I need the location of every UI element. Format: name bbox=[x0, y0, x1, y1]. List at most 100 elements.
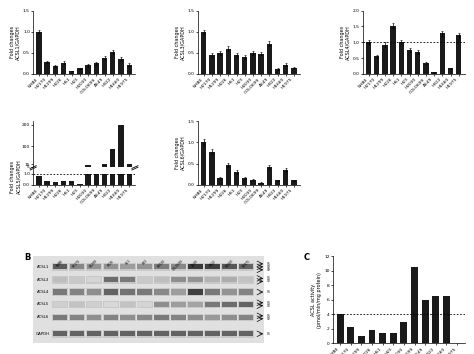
Bar bbox=[188, 315, 203, 320]
Bar bbox=[187, 330, 203, 337]
Bar bbox=[275, 181, 280, 185]
Bar bbox=[218, 53, 223, 74]
Bar bbox=[222, 315, 237, 320]
Bar bbox=[234, 172, 239, 185]
Bar bbox=[415, 52, 420, 74]
Bar bbox=[137, 331, 152, 336]
Bar bbox=[347, 327, 354, 343]
Bar bbox=[171, 263, 186, 270]
Bar bbox=[137, 276, 153, 284]
Bar bbox=[103, 276, 119, 284]
Bar bbox=[137, 301, 153, 308]
Bar bbox=[239, 302, 254, 307]
Bar bbox=[154, 315, 169, 320]
Bar bbox=[239, 290, 254, 295]
Bar bbox=[137, 264, 152, 269]
Text: H2030: H2030 bbox=[156, 259, 166, 269]
Bar bbox=[171, 330, 186, 337]
Bar bbox=[53, 277, 67, 282]
Text: V1: V1 bbox=[267, 332, 271, 336]
Bar bbox=[171, 277, 186, 282]
Bar bbox=[85, 174, 91, 185]
Text: H1975: H1975 bbox=[241, 259, 251, 269]
Bar bbox=[120, 263, 136, 270]
Bar bbox=[69, 314, 85, 321]
Bar bbox=[204, 289, 220, 296]
Bar bbox=[69, 71, 74, 74]
Bar bbox=[102, 58, 107, 74]
Text: ACSL1: ACSL1 bbox=[37, 265, 49, 269]
Bar bbox=[110, 174, 116, 185]
Text: V1: V1 bbox=[267, 262, 271, 266]
Bar bbox=[127, 174, 132, 185]
Bar bbox=[120, 315, 135, 320]
Bar bbox=[154, 330, 170, 337]
Bar bbox=[70, 290, 84, 295]
Bar bbox=[171, 315, 186, 320]
Bar bbox=[238, 263, 254, 270]
Bar bbox=[52, 276, 68, 284]
Bar bbox=[187, 301, 203, 308]
Bar bbox=[120, 264, 135, 269]
Bar bbox=[103, 289, 119, 296]
Bar bbox=[70, 264, 84, 269]
Y-axis label: Fold changes
ACSL1/GAPDH: Fold changes ACSL1/GAPDH bbox=[10, 25, 21, 59]
Bar bbox=[238, 314, 254, 321]
Bar bbox=[226, 48, 231, 74]
Bar bbox=[154, 331, 169, 336]
Bar bbox=[283, 170, 289, 185]
Bar bbox=[379, 332, 386, 343]
Bar bbox=[221, 289, 237, 296]
Y-axis label: Fold changes
ACSL4/GAPDH: Fold changes ACSL4/GAPDH bbox=[340, 25, 350, 59]
Bar bbox=[120, 277, 135, 282]
Bar bbox=[204, 263, 220, 270]
Bar bbox=[171, 290, 186, 295]
Bar bbox=[401, 322, 407, 343]
Bar bbox=[171, 301, 186, 308]
Bar bbox=[448, 68, 453, 74]
Bar bbox=[221, 330, 237, 337]
Bar bbox=[154, 277, 169, 282]
Text: GAPDH: GAPDH bbox=[36, 332, 49, 336]
Bar bbox=[337, 314, 344, 343]
Bar bbox=[120, 330, 136, 337]
Bar bbox=[87, 290, 101, 295]
Text: ACSL3: ACSL3 bbox=[37, 278, 49, 282]
Bar bbox=[137, 263, 153, 270]
Bar bbox=[86, 301, 102, 308]
Bar bbox=[52, 314, 68, 321]
Text: H1660: H1660 bbox=[224, 259, 234, 269]
Bar bbox=[53, 182, 58, 185]
Bar bbox=[85, 165, 91, 168]
Bar bbox=[358, 336, 365, 343]
Bar bbox=[369, 330, 375, 343]
Bar bbox=[120, 331, 135, 336]
Bar bbox=[171, 331, 186, 336]
Bar bbox=[70, 315, 84, 320]
Bar bbox=[239, 331, 254, 336]
Text: V1: V1 bbox=[267, 301, 271, 305]
Bar bbox=[52, 289, 68, 296]
Y-axis label: ACSL activity
(pmol/min/mg protein): ACSL activity (pmol/min/mg protein) bbox=[311, 272, 322, 328]
Bar bbox=[440, 33, 445, 74]
Bar bbox=[87, 315, 101, 320]
Y-axis label: Fold changes
ACSL3/GAPDH: Fold changes ACSL3/GAPDH bbox=[175, 25, 186, 59]
Bar bbox=[443, 296, 450, 343]
Bar bbox=[36, 176, 42, 185]
Bar bbox=[137, 330, 153, 337]
Bar bbox=[86, 330, 102, 337]
Bar bbox=[187, 289, 203, 296]
Bar bbox=[127, 164, 132, 168]
Bar bbox=[77, 68, 82, 74]
Text: H23: H23 bbox=[141, 259, 148, 266]
Bar bbox=[52, 263, 68, 270]
Bar bbox=[154, 302, 169, 307]
Text: NHBE: NHBE bbox=[56, 259, 64, 268]
Bar bbox=[61, 181, 66, 185]
Bar bbox=[205, 277, 219, 282]
Text: COLO699: COLO699 bbox=[172, 259, 185, 272]
Bar bbox=[36, 32, 42, 74]
Bar bbox=[70, 277, 84, 282]
Y-axis label: Fold changes
ACSL5/GAPDH: Fold changes ACSL5/GAPDH bbox=[10, 159, 21, 194]
Bar bbox=[250, 53, 255, 74]
